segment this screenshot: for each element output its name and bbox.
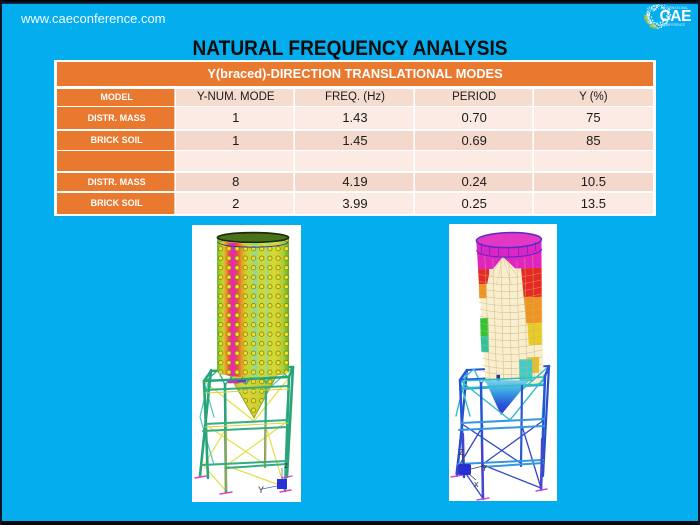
svg-text:z: z <box>284 461 288 470</box>
svg-text:CONFERENCE: CONFERENCE <box>662 23 686 27</box>
svg-text:x: x <box>474 479 479 489</box>
svg-text:CAE: CAE <box>660 8 692 25</box>
svg-text:Y: Y <box>258 485 264 495</box>
svg-text:INTERNATIONAL: INTERNATIONAL <box>662 6 688 10</box>
svg-text:Y: Y <box>482 464 488 473</box>
svg-text:Z: Z <box>459 448 464 457</box>
